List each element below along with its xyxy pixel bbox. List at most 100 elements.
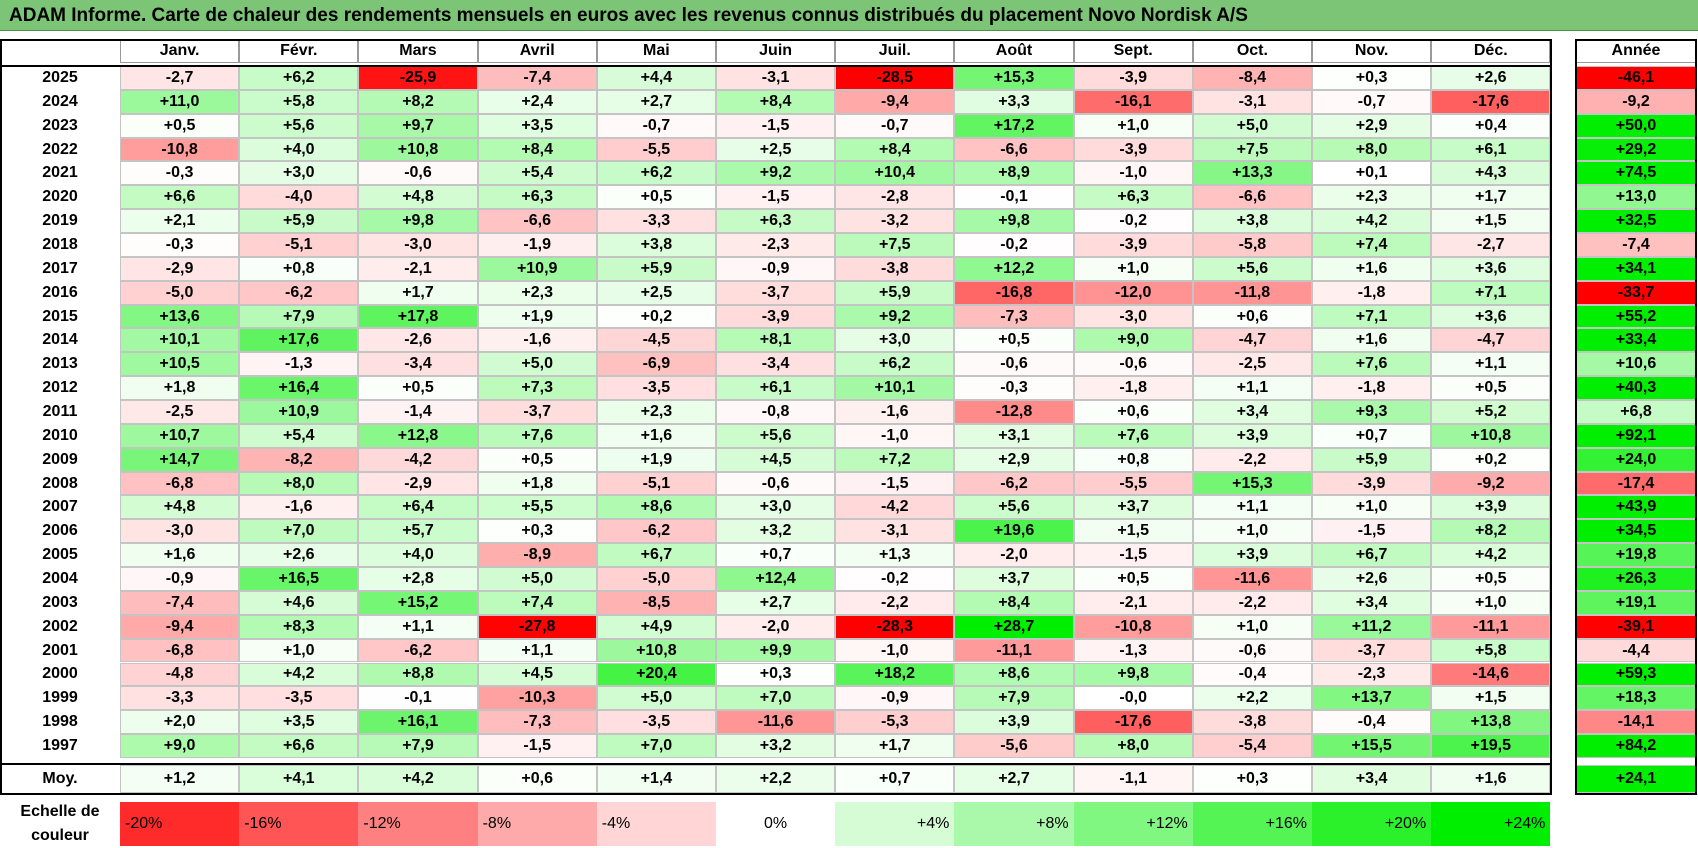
heatmap-cell: -1,5	[716, 185, 836, 210]
heatmap-cell: +14,7	[120, 447, 240, 472]
heatmap-cell: +1,5	[1073, 519, 1193, 544]
heatmap-cell: +3,9	[1431, 495, 1551, 520]
heatmap-cell: +7,6	[1073, 423, 1193, 448]
heatmap-cell: +13,7	[1312, 686, 1432, 711]
heatmap-cell: -3,7	[477, 400, 597, 424]
heatmap-cell: -0,1	[954, 185, 1074, 210]
year-total-cell: +29,2	[1576, 137, 1696, 162]
heatmap-cell: -4,7	[1431, 328, 1551, 353]
heatmap-cell: +3,5	[477, 113, 597, 138]
heatmap-cell: +15,3	[954, 66, 1074, 90]
heatmap-cell: -9,2	[1431, 471, 1551, 496]
row-separator	[0, 763, 1553, 765]
heatmap-cell: +5,4	[239, 423, 359, 448]
heatmap-cell: +3,6	[1431, 256, 1551, 281]
heatmap-cell: +9,2	[835, 304, 955, 329]
heatmap-cell: -11,6	[716, 710, 836, 735]
heatmap-cell: +0,5	[1073, 567, 1193, 591]
heatmap-cell: +6,6	[239, 734, 359, 758]
heatmap-cell: +9,2	[716, 161, 836, 186]
heatmap-cell: -1,0	[835, 638, 955, 663]
average-cell: +1,2	[120, 765, 240, 793]
heatmap-cell: -2,2	[1192, 447, 1312, 472]
heatmap-cell: -6,6	[477, 209, 597, 234]
heatmap-cell: +1,6	[1312, 328, 1432, 353]
heatmap-cell: +5,2	[1431, 400, 1551, 424]
heatmap-cell: +3,5	[239, 710, 359, 735]
year-total-cell: +84,2	[1576, 734, 1696, 758]
average-cell: +1,4	[596, 765, 716, 793]
heatmap-cell: +4,5	[716, 447, 836, 472]
heatmap-cell: +10,1	[835, 376, 955, 401]
heatmap-cell: -3,0	[120, 519, 240, 544]
heatmap-cell: +10,9	[239, 400, 359, 424]
average-cell: +1,6	[1431, 765, 1551, 793]
heatmap-cell: +18,2	[835, 662, 955, 687]
heatmap-cell: +4,9	[596, 614, 716, 639]
month-header: Août	[954, 39, 1074, 63]
heatmap-cell: -3,4	[716, 352, 836, 377]
heatmap-cell: +1,1	[1192, 376, 1312, 401]
heatmap-cell: +7,5	[835, 233, 955, 257]
heatmap-cell: -1,5	[1312, 519, 1432, 544]
heatmap-cell: +4,2	[1312, 209, 1432, 234]
heatmap-cell: -1,0	[835, 423, 955, 448]
heatmap-cell: +15,2	[358, 590, 478, 615]
heatmap-cell: +13,3	[1192, 161, 1312, 186]
year-label: 2008	[42, 474, 78, 492]
heatmap-cell: +2,3	[1312, 185, 1432, 210]
heatmap-cell: +2,6	[239, 543, 359, 568]
year-total-cell: +24,0	[1576, 447, 1696, 472]
heatmap-cell: -0,3	[954, 376, 1074, 401]
heatmap-cell: +1,5	[1431, 209, 1551, 234]
heatmap-cell: +6,3	[477, 185, 597, 210]
heatmap-cell: +8,3	[239, 614, 359, 639]
heatmap-cell: +0,5	[358, 376, 478, 401]
heatmap-cell: +2,9	[1312, 113, 1432, 138]
heatmap-cell: +5,9	[1312, 447, 1432, 472]
year-total-header: Année	[1576, 39, 1696, 63]
color-scale-stop: -12%	[358, 802, 478, 846]
heatmap-cell: -2,9	[358, 471, 478, 496]
heatmap-cell: +5,6	[954, 495, 1074, 520]
heatmap-cell: -25,9	[358, 66, 478, 90]
average-label: Moy.	[42, 770, 78, 787]
heatmap-cell: +2,1	[120, 209, 240, 234]
heatmap-cell: -5,0	[120, 280, 240, 305]
heatmap-cell: -6,2	[954, 471, 1074, 496]
color-scale-stop: +12%	[1073, 802, 1193, 846]
heatmap-cell: +1,1	[1431, 352, 1551, 377]
heatmap-cell: +3,2	[716, 734, 836, 758]
heatmap-cell: -5,6	[954, 734, 1074, 758]
heatmap-cell: -0,8	[716, 400, 836, 424]
heatmap-cell: +5,0	[477, 352, 597, 377]
heatmap-cell: +1,0	[239, 638, 359, 663]
heatmap-cell: -1,8	[1073, 376, 1193, 401]
heatmap-cell: -16,1	[1073, 89, 1193, 114]
heatmap-cell: -11,6	[1192, 567, 1312, 591]
heatmap-cell: +1,9	[596, 447, 716, 472]
year-label: 2002	[42, 617, 78, 635]
year-total-cell: +19,8	[1576, 543, 1696, 568]
heatmap-cell: +19,5	[1431, 734, 1551, 758]
heatmap-cell: -3,3	[596, 209, 716, 234]
heatmap-cell: +10,7	[120, 423, 240, 448]
color-scale-stop: -16%	[239, 802, 359, 846]
year-label: 2021	[42, 164, 78, 182]
year-label: 2025	[42, 68, 78, 86]
heatmap-cell: -3,5	[596, 710, 716, 735]
average-cell: +4,2	[358, 765, 478, 793]
heatmap-cell: +3,8	[596, 233, 716, 257]
heatmap-cell: +0,8	[239, 256, 359, 281]
heatmap-cell: +0,6	[1192, 304, 1312, 329]
heatmap-cell: +16,1	[358, 710, 478, 735]
heatmap-cell: +15,3	[1192, 471, 1312, 496]
heatmap-cell: +1,1	[1192, 495, 1312, 520]
heatmap-cell: +9,8	[358, 209, 478, 234]
heatmap-cell: -6,8	[120, 638, 240, 663]
heatmap-cell: -27,8	[477, 614, 597, 639]
heatmap-cell: +4,8	[358, 185, 478, 210]
year-label: 2015	[42, 307, 78, 325]
heatmap-cell: -0,6	[1192, 638, 1312, 663]
heatmap-cell: +1,5	[1431, 686, 1551, 711]
